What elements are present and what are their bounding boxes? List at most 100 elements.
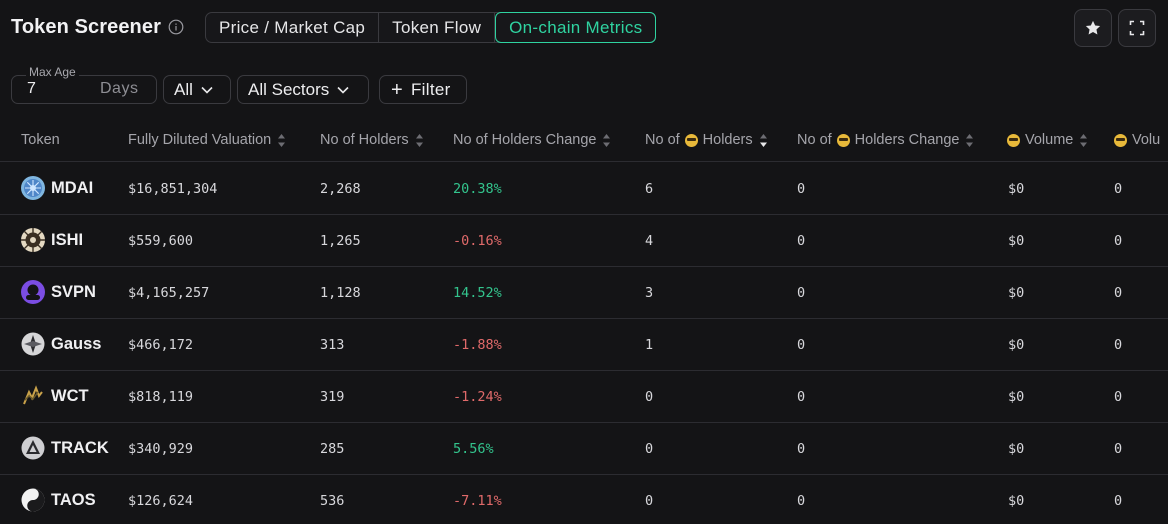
sunglasses-emoji-icon (1007, 133, 1020, 147)
fdv-value: $16,851,304 (128, 181, 218, 197)
holders-value: 319 (320, 389, 345, 405)
max-age-label: Max Age (26, 65, 79, 79)
volume-truncated-value: 0 (1114, 337, 1123, 353)
token-cell[interactable]: SVPN (21, 280, 96, 304)
chain-select-value: All (174, 79, 193, 99)
smart-holders-value: 0 (645, 493, 654, 509)
volume-truncated-value: 0 (1114, 441, 1123, 457)
holders-value: 1,265 (320, 233, 361, 249)
holders-value: 313 (320, 337, 345, 353)
holders-change-value: 20.38% (453, 181, 502, 197)
table-row[interactable]: Gauss $466,172 313 -1.88% 1 0 $0 0 (0, 319, 1168, 371)
smart-volume-value: $0 (1008, 233, 1025, 249)
sort-icon (278, 133, 286, 147)
sector-select-value: All Sectors (248, 79, 330, 99)
token-cell[interactable]: ISHI (21, 228, 83, 252)
table-row[interactable]: SVPN $4,165,257 1,128 14.52% 3 0 $0 0 (0, 267, 1168, 319)
chevron-down-icon (337, 86, 349, 94)
column-holders[interactable]: No of Holders (320, 132, 424, 148)
sort-desc-icon (759, 133, 767, 147)
token-symbol: ISHI (51, 230, 84, 249)
column-fdv[interactable]: Fully Diluted Valuation (128, 132, 286, 148)
smart-holders-value: 3 (645, 285, 654, 301)
max-age-field[interactable]: Max Age 7 Days (11, 65, 157, 104)
smart-volume-value: $0 (1008, 285, 1025, 301)
column-smart-volume[interactable]: Volume (1002, 132, 1088, 148)
smart-holders-change-value: 0 (797, 389, 806, 405)
token-cell[interactable]: MDAI (21, 176, 93, 200)
smart-holders-value: 4 (645, 233, 654, 249)
token-symbol: TAOS (51, 490, 96, 509)
filter-button-label: Filter (410, 79, 451, 99)
table-row[interactable]: MDAI $16,851,304 2,268 20.38% 6 0 $0 0 (0, 163, 1168, 215)
smart-volume-value: $0 (1008, 389, 1025, 405)
max-age-input[interactable]: 7 (27, 80, 36, 97)
table-row[interactable]: WCT $818,119 319 -1.24% 0 0 $0 0 (0, 371, 1168, 423)
chain-select[interactable]: All (163, 75, 231, 104)
holders-change-value: -1.24% (453, 389, 502, 405)
column-smart-holders[interactable]: No of Holders (645, 132, 768, 148)
column-volume-truncated[interactable]: Volu (1109, 132, 1160, 148)
chevron-down-icon (201, 86, 213, 94)
sunglasses-emoji-icon (836, 133, 850, 147)
holders-change-value: -0.16% (453, 233, 502, 249)
volume-truncated-value: 0 (1114, 493, 1123, 509)
fdv-value: $559,600 (128, 233, 194, 249)
table-row[interactable]: TAOS $126,624 536 -7.11% 0 0 $0 0 (0, 475, 1168, 524)
table-row[interactable]: TRACK $340,929 285 5.56% 0 0 $0 0 (0, 423, 1168, 475)
smart-holders-value: 0 (645, 389, 654, 405)
holders-change-value: -1.88% (453, 337, 502, 353)
token-cell[interactable]: WCT (21, 384, 89, 408)
holders-value: 2,268 (320, 181, 361, 197)
fullscreen-button[interactable] (1118, 9, 1156, 47)
token-logo-icon (21, 228, 45, 252)
smart-holders-change-value: 0 (797, 285, 806, 301)
max-age-unit: Days (100, 80, 139, 97)
smart-holders-change-value: 0 (797, 441, 806, 457)
fdv-value: $818,119 (128, 389, 194, 405)
smart-holders-value: 6 (645, 181, 654, 197)
page-title: Token Screener (11, 16, 161, 38)
smart-holders-value: 1 (645, 337, 654, 353)
smart-volume-value: $0 (1008, 181, 1025, 197)
holders-change-value: 5.56% (453, 441, 494, 457)
column-token: Token (21, 132, 60, 148)
sunglasses-emoji-icon (1114, 133, 1127, 147)
token-cell[interactable]: TAOS (21, 488, 96, 512)
token-logo-icon (21, 488, 45, 512)
token-symbol: MDAI (51, 178, 94, 197)
tab-token-flow[interactable]: Token Flow (379, 13, 496, 42)
smart-volume-value: $0 (1008, 441, 1025, 457)
table-header: Token Fully Diluted Valuation No of Hold… (0, 118, 1168, 162)
token-symbol: WCT (51, 386, 89, 405)
token-symbol: SVPN (51, 282, 96, 301)
table-row[interactable]: ISHI $559,600 1,265 -0.16% 4 0 $0 0 (0, 215, 1168, 267)
token-cell[interactable]: Gauss (21, 332, 101, 356)
info-icon[interactable] (168, 19, 184, 35)
tab-onchain-metrics[interactable]: On-chain Metrics (495, 12, 657, 43)
smart-volume-value: $0 (1008, 493, 1025, 509)
fdv-value: $4,165,257 (128, 285, 210, 301)
holders-change-value: -7.11% (453, 493, 502, 509)
sector-select[interactable]: All Sectors (237, 75, 369, 104)
sunglasses-emoji-icon (684, 133, 698, 147)
smart-holders-change-value: 0 (797, 233, 806, 249)
tab-price-market-cap[interactable]: Price / Market Cap (206, 13, 380, 42)
sort-icon (966, 133, 974, 147)
column-smart-holders-change[interactable]: No of Holders Change (797, 132, 974, 148)
token-cell[interactable]: TRACK (21, 436, 109, 460)
favorite-button[interactable] (1074, 9, 1112, 47)
token-symbol: Gauss (51, 334, 102, 353)
sort-icon (415, 133, 423, 147)
token-logo-icon (21, 332, 45, 356)
fdv-value: $126,624 (128, 493, 194, 509)
volume-truncated-value: 0 (1114, 181, 1123, 197)
token-logo-icon (21, 176, 45, 200)
column-holders-change[interactable]: No of Holders Change (453, 132, 611, 148)
volume-truncated-value: 0 (1114, 233, 1123, 249)
holders-change-value: 14.52% (453, 285, 502, 301)
smart-holders-change-value: 0 (797, 337, 806, 353)
smart-holders-change-value: 0 (797, 493, 806, 509)
add-filter-button[interactable]: + Filter (379, 75, 467, 104)
